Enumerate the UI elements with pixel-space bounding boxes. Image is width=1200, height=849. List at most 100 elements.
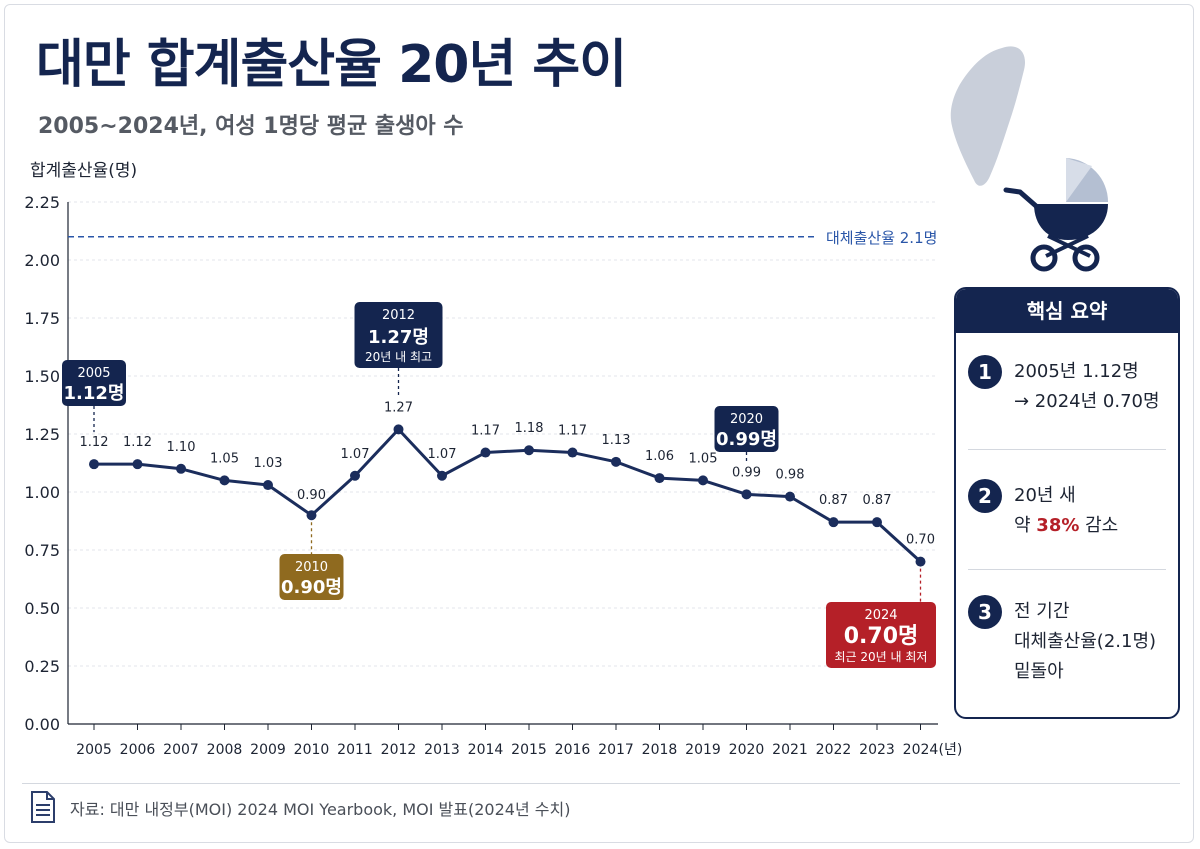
source-note: 자료: 대만 내정부(MOI) 2024 MOI Yearbook, MOI 발… xyxy=(70,800,571,819)
callout-value: 0.90명 xyxy=(281,577,342,598)
data-point xyxy=(219,475,230,486)
callout-value: 1.12명 xyxy=(64,383,125,404)
summary-number-badge: 2 xyxy=(968,479,1002,513)
key-summary-panel: 핵심 요약 1 2005년 1.12명 → 2024년 0.70명 2 20년 … xyxy=(954,287,1180,719)
x-tick-label: 2023 xyxy=(859,742,895,758)
callout-box xyxy=(62,360,126,406)
data-label: 1.27 xyxy=(384,400,413,415)
summary-number-badge: 3 xyxy=(968,595,1002,629)
summary-item-2: 2 20년 새 약 38% 감소 xyxy=(968,479,1166,541)
x-tick-label: 2010 xyxy=(294,742,330,758)
data-point xyxy=(89,459,99,470)
callout-box xyxy=(826,602,936,668)
data-label: 0.98 xyxy=(776,468,805,483)
x-tick-label: 2014 xyxy=(468,742,504,758)
callout-value: 0.99명 xyxy=(716,429,777,450)
y-tick-label: 0.00 xyxy=(24,715,60,734)
data-point xyxy=(698,475,708,486)
footer-divider xyxy=(22,783,1180,784)
y-tick-label: 0.50 xyxy=(24,599,60,618)
callout-box xyxy=(714,406,779,452)
callout-value: 1.27명 xyxy=(368,327,429,348)
callout-note: 20년 내 최고 xyxy=(365,350,432,364)
data-label: 0.70 xyxy=(906,533,935,548)
data-label: 0.90 xyxy=(297,488,326,503)
summary-item-3-line3: 밑돌아 xyxy=(1014,661,1064,682)
data-point xyxy=(393,424,404,435)
x-tick-label: 2019 xyxy=(685,742,721,758)
data-point xyxy=(611,456,621,467)
y-tick-label: 1.25 xyxy=(24,425,60,444)
data-point xyxy=(306,510,317,521)
data-point xyxy=(741,489,752,500)
summary-item-3-line1: 전 기간 xyxy=(1014,601,1070,622)
page-title: 대만 합계출산율 20년 추이 xyxy=(36,35,627,95)
y-tick-label: 0.25 xyxy=(24,657,60,676)
callout-box xyxy=(354,302,443,368)
x-axis-unit: (년) xyxy=(939,742,963,758)
y-tick-label: 0.75 xyxy=(24,541,60,560)
data-label: 1.07 xyxy=(428,447,457,462)
x-tick-label: 2021 xyxy=(772,742,808,758)
data-point xyxy=(872,517,882,528)
callout-year: 2010 xyxy=(295,560,328,575)
data-point xyxy=(132,459,143,470)
callout-value: 0.70명 xyxy=(844,624,919,649)
x-tick-label: 2009 xyxy=(250,742,286,758)
data-point xyxy=(654,473,665,484)
y-tick-label: 1.50 xyxy=(24,367,60,386)
summary-item-1-line2: → 2024년 0.70명 xyxy=(1014,391,1160,412)
y-tick-label: 1.75 xyxy=(24,309,60,328)
data-label: 1.10 xyxy=(167,440,196,455)
document-icon xyxy=(31,791,55,823)
x-tick-label: 2024 xyxy=(903,742,939,758)
x-tick-label: 2007 xyxy=(163,742,199,758)
callout-year: 2005 xyxy=(77,366,110,381)
data-point xyxy=(480,447,491,458)
data-label: 1.07 xyxy=(341,447,370,462)
x-tick-label: 2022 xyxy=(816,742,852,758)
callout-box xyxy=(279,554,344,600)
summary-divider xyxy=(968,449,1166,450)
y-tick-label: 2.25 xyxy=(24,193,60,212)
baby-stroller-icon xyxy=(1003,158,1108,272)
summary-item-2-highlight: 38% xyxy=(1036,515,1080,536)
series-line xyxy=(94,427,922,563)
data-label: 1.03 xyxy=(254,456,283,471)
data-label: 0.87 xyxy=(863,493,892,508)
summary-item-2-suffix: 감소 xyxy=(1079,515,1119,536)
summary-item-1-line1: 2005년 1.12명 xyxy=(1014,361,1139,382)
data-point xyxy=(263,480,273,491)
data-label: 1.17 xyxy=(471,424,500,439)
data-label: 1.12 xyxy=(123,435,152,450)
summary-item-1: 1 2005년 1.12명 → 2024년 0.70명 xyxy=(968,355,1166,417)
x-tick-label: 2005 xyxy=(76,742,112,758)
data-point xyxy=(176,463,186,474)
summary-heading: 핵심 요약 xyxy=(956,289,1178,333)
x-tick-label: 2006 xyxy=(120,742,156,758)
taiwan-map-icon xyxy=(950,46,1026,186)
data-point xyxy=(350,470,360,481)
x-tick-label: 2011 xyxy=(337,742,373,758)
data-point xyxy=(567,447,578,458)
data-label: 1.05 xyxy=(210,451,239,466)
x-tick-label: 2017 xyxy=(598,742,634,758)
x-tick-label: 2012 xyxy=(381,742,417,758)
callout-year: 2020 xyxy=(730,412,763,427)
data-label: 1.18 xyxy=(515,421,544,436)
data-label: 1.05 xyxy=(689,451,718,466)
callout-note: 최근 20년 내 최저 xyxy=(835,650,928,664)
data-point xyxy=(828,517,839,528)
x-tick-label: 2016 xyxy=(555,742,591,758)
data-point xyxy=(785,491,795,502)
summary-divider xyxy=(968,569,1166,570)
data-label: 0.87 xyxy=(819,493,848,508)
callout-year: 2012 xyxy=(382,308,415,323)
reference-line-label: 대체출산율 2.1명 xyxy=(826,229,937,247)
summary-item-2-line1: 20년 새 xyxy=(1014,485,1076,506)
data-point xyxy=(524,445,534,456)
y-tick-label: 1.00 xyxy=(24,483,60,502)
data-label: 1.06 xyxy=(645,449,674,464)
x-tick-label: 2018 xyxy=(642,742,678,758)
